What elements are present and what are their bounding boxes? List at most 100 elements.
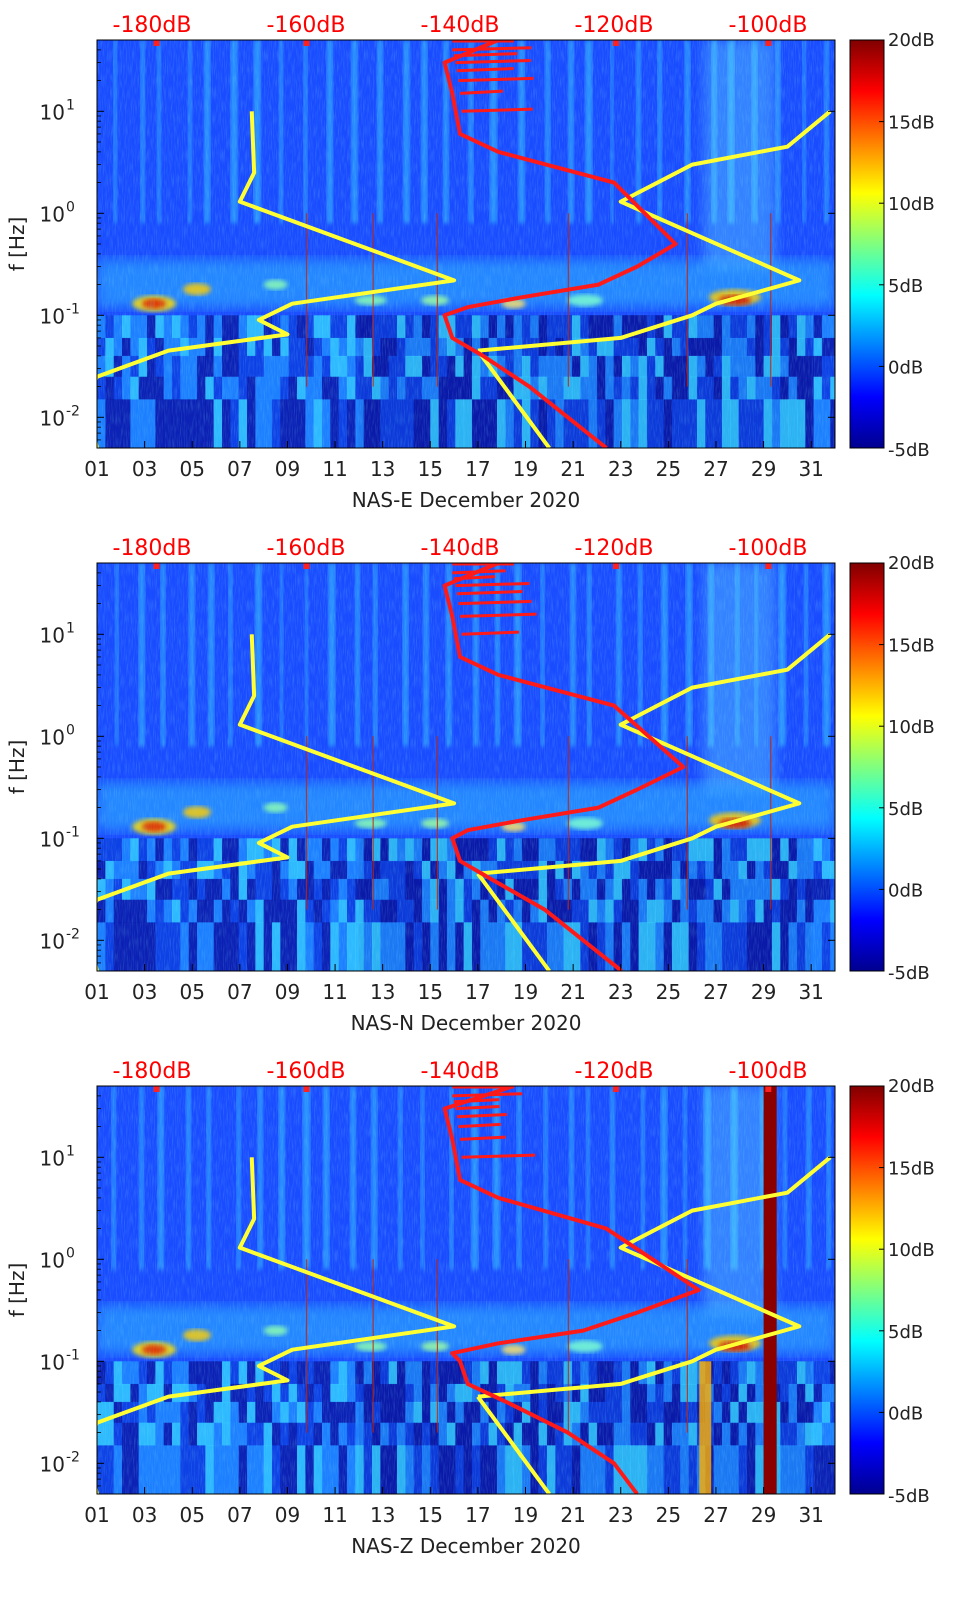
top-marker — [303, 40, 310, 46]
model-curve-spike — [459, 612, 537, 618]
y-axis-label: f [Hz] — [5, 217, 29, 272]
model-curve — [442, 563, 686, 971]
x-tick-label: 05 — [179, 980, 204, 1004]
model-curve-spike — [459, 1135, 506, 1141]
y-tick-exponent: 0 — [66, 722, 75, 738]
x-tick-label: 23 — [608, 1503, 633, 1527]
top-marker — [765, 563, 772, 569]
reference-curve-tail — [476, 872, 551, 971]
top-marker — [303, 1086, 310, 1092]
colorbar-tick-label: 15dB — [888, 113, 935, 134]
x-tick-label: 25 — [656, 457, 681, 481]
x-tick-label: 31 — [798, 457, 823, 481]
reference-curve-left — [97, 1157, 457, 1494]
heatmap-noise — [97, 40, 835, 448]
heatmap-noise — [97, 563, 835, 971]
colorbar-tick-label: 20dB — [888, 553, 935, 574]
colorbar — [849, 1085, 885, 1495]
model-curve-spike — [455, 581, 530, 588]
model-curve-spike — [458, 76, 534, 83]
x-tick-label: 03 — [132, 980, 157, 1004]
colorbar — [849, 562, 885, 972]
top-axis-label: -120dB — [575, 1059, 654, 1084]
model-curve — [442, 40, 678, 448]
x-tick-label: 29 — [751, 457, 776, 481]
x-axis-label: NAS-Z December 2020 — [351, 1534, 581, 1558]
x-tick-label: 13 — [370, 457, 395, 481]
top-marker — [153, 40, 160, 46]
y-tick-exponent: -2 — [66, 926, 80, 942]
x-tick-label: 17 — [465, 980, 490, 1004]
model-curve-spike — [452, 46, 532, 52]
y-tick-exponent: -1 — [66, 301, 80, 317]
x-tick-label: 13 — [370, 980, 395, 1004]
colorbar-tick-label: -5dB — [888, 440, 930, 461]
model-curve-spike — [458, 1122, 501, 1129]
colorbar-tick-label: 5dB — [888, 276, 923, 297]
model-curve-spike — [455, 1104, 500, 1111]
top-axis-label: -100dB — [729, 13, 808, 38]
colorbar-tick-label: 10dB — [888, 1240, 935, 1261]
model-curve-spike — [453, 575, 496, 581]
top-axis-label: -100dB — [729, 536, 808, 561]
colorbar-tick-label: 15dB — [888, 636, 935, 657]
x-tick-label: 09 — [275, 1503, 300, 1527]
model-curve-spike — [453, 1098, 500, 1104]
heatmap-saturated-column — [699, 1361, 712, 1494]
y-tick-exponent: 1 — [66, 620, 75, 636]
y-tick-label: 10 — [40, 929, 65, 953]
heatmap-saturated-column — [763, 1086, 777, 1494]
x-tick-label: 17 — [465, 1503, 490, 1527]
y-tick-exponent: -1 — [66, 1347, 80, 1363]
colorbar-tick-label: 20dB — [888, 30, 935, 51]
heatmap-noise — [97, 1086, 835, 1494]
colorbar-tick-label: 0dB — [888, 1403, 923, 1424]
x-tick-label: 23 — [608, 457, 633, 481]
top-axis-label: -160dB — [267, 536, 346, 561]
reference-curve-right — [477, 109, 832, 353]
top-axis-label: -160dB — [267, 1059, 346, 1084]
y-tick-exponent: -2 — [66, 1449, 80, 1465]
x-tick-label: 13 — [370, 1503, 395, 1527]
top-marker — [612, 40, 619, 46]
y-tick-exponent: 1 — [66, 97, 75, 113]
x-tick-label: 01 — [84, 457, 109, 481]
colorbar-tick-label: 0dB — [888, 357, 923, 378]
colorbar-tick-label: -5dB — [888, 963, 930, 984]
x-tick-label: 07 — [227, 1503, 252, 1527]
x-tick-label: 03 — [132, 1503, 157, 1527]
y-tick-label: 10 — [40, 202, 65, 226]
top-axis-label: -140dB — [421, 536, 500, 561]
model-curve-spike — [458, 599, 532, 606]
colorbar-tick-label: 0dB — [888, 880, 923, 901]
y-tick-label: 10 — [40, 406, 65, 430]
y-tick-exponent: -1 — [66, 824, 80, 840]
model-curve-spike — [461, 1153, 536, 1159]
x-tick-label: 01 — [84, 980, 109, 1004]
x-tick-label: 21 — [560, 457, 585, 481]
x-axis-label: NAS-E December 2020 — [352, 488, 581, 512]
x-tick-label: 15 — [418, 980, 443, 1004]
x-tick-label: 25 — [656, 980, 681, 1004]
y-tick-label: 10 — [40, 1146, 65, 1170]
y-tick-label: 10 — [40, 725, 65, 749]
model-curve-spike — [459, 89, 504, 95]
x-tick-label: 15 — [418, 1503, 443, 1527]
model-curve-spike — [456, 590, 523, 596]
model-curve-spike — [452, 569, 506, 575]
y-tick-label: 10 — [40, 1452, 65, 1476]
colorbar-tick-label: 15dB — [888, 1159, 935, 1180]
x-tick-label: 03 — [132, 457, 157, 481]
top-marker — [765, 1086, 772, 1092]
x-tick-label: 05 — [179, 457, 204, 481]
model-curve-spike — [461, 107, 533, 113]
y-tick-exponent: 0 — [66, 1245, 75, 1261]
y-axis-label: f [Hz] — [5, 740, 29, 795]
colorbar-tick-label: 5dB — [888, 799, 923, 820]
top-marker — [303, 563, 310, 569]
top-marker — [612, 563, 619, 569]
model-curve-spike — [453, 52, 518, 58]
colorbar-tick-label: 5dB — [888, 1322, 923, 1343]
